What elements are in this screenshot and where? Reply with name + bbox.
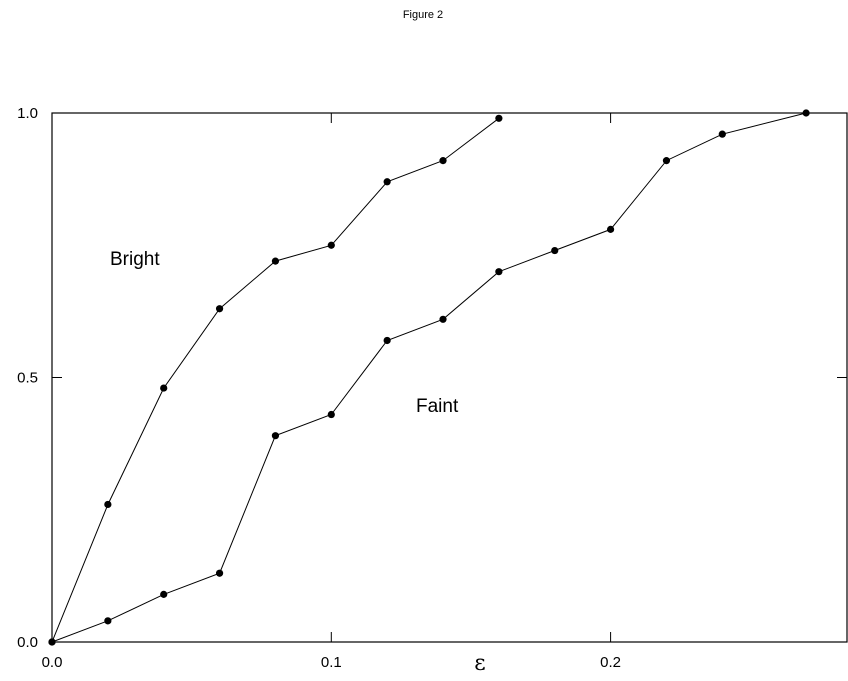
x-tick-label: 0.2 xyxy=(600,654,621,671)
data-point-faint xyxy=(718,130,726,138)
chart-title: Figure 2 xyxy=(403,9,443,21)
data-point-bright xyxy=(160,384,168,392)
data-point-bright xyxy=(383,178,391,186)
series-line-faint xyxy=(51,112,807,643)
data-point-faint xyxy=(662,157,671,165)
data-point-faint xyxy=(802,109,810,117)
data-point-faint xyxy=(104,617,112,625)
series-label-bright: Bright xyxy=(110,249,160,270)
data-point-faint xyxy=(215,569,224,577)
series-bright xyxy=(48,114,503,646)
data-point-bright xyxy=(439,157,447,165)
data-point-faint xyxy=(327,410,335,419)
data-point-faint xyxy=(495,268,503,276)
data-point-faint xyxy=(160,590,168,598)
data-point-faint xyxy=(606,225,615,233)
x-tick-label: 0.0 xyxy=(42,654,63,671)
series-label-faint: Faint xyxy=(416,396,459,417)
data-point-faint xyxy=(383,336,391,345)
data-point-bright xyxy=(327,241,335,249)
y-tick-label: 0.5 xyxy=(17,370,38,387)
y-tick-label: 0.0 xyxy=(17,634,38,651)
annotations: Bright Faint xyxy=(110,249,459,417)
data-point-faint xyxy=(271,432,280,440)
data-point-bright xyxy=(271,257,280,265)
series-line-bright xyxy=(51,117,500,643)
x-axis-label: ε xyxy=(474,651,485,676)
data-point-faint xyxy=(48,638,56,646)
data-point-faint xyxy=(439,315,447,323)
data-point-bright xyxy=(495,114,503,122)
data-point-faint xyxy=(551,246,559,255)
axes: 0.0 0.1 0.2 0.0 0.5 1.0 xyxy=(17,105,848,671)
series-faint xyxy=(48,109,810,646)
x-tick-label: 0.1 xyxy=(321,654,342,671)
data-point-bright xyxy=(215,305,224,313)
data-point-bright xyxy=(104,500,112,509)
series-layer xyxy=(48,109,810,646)
y-tick-label: 1.0 xyxy=(17,105,38,122)
